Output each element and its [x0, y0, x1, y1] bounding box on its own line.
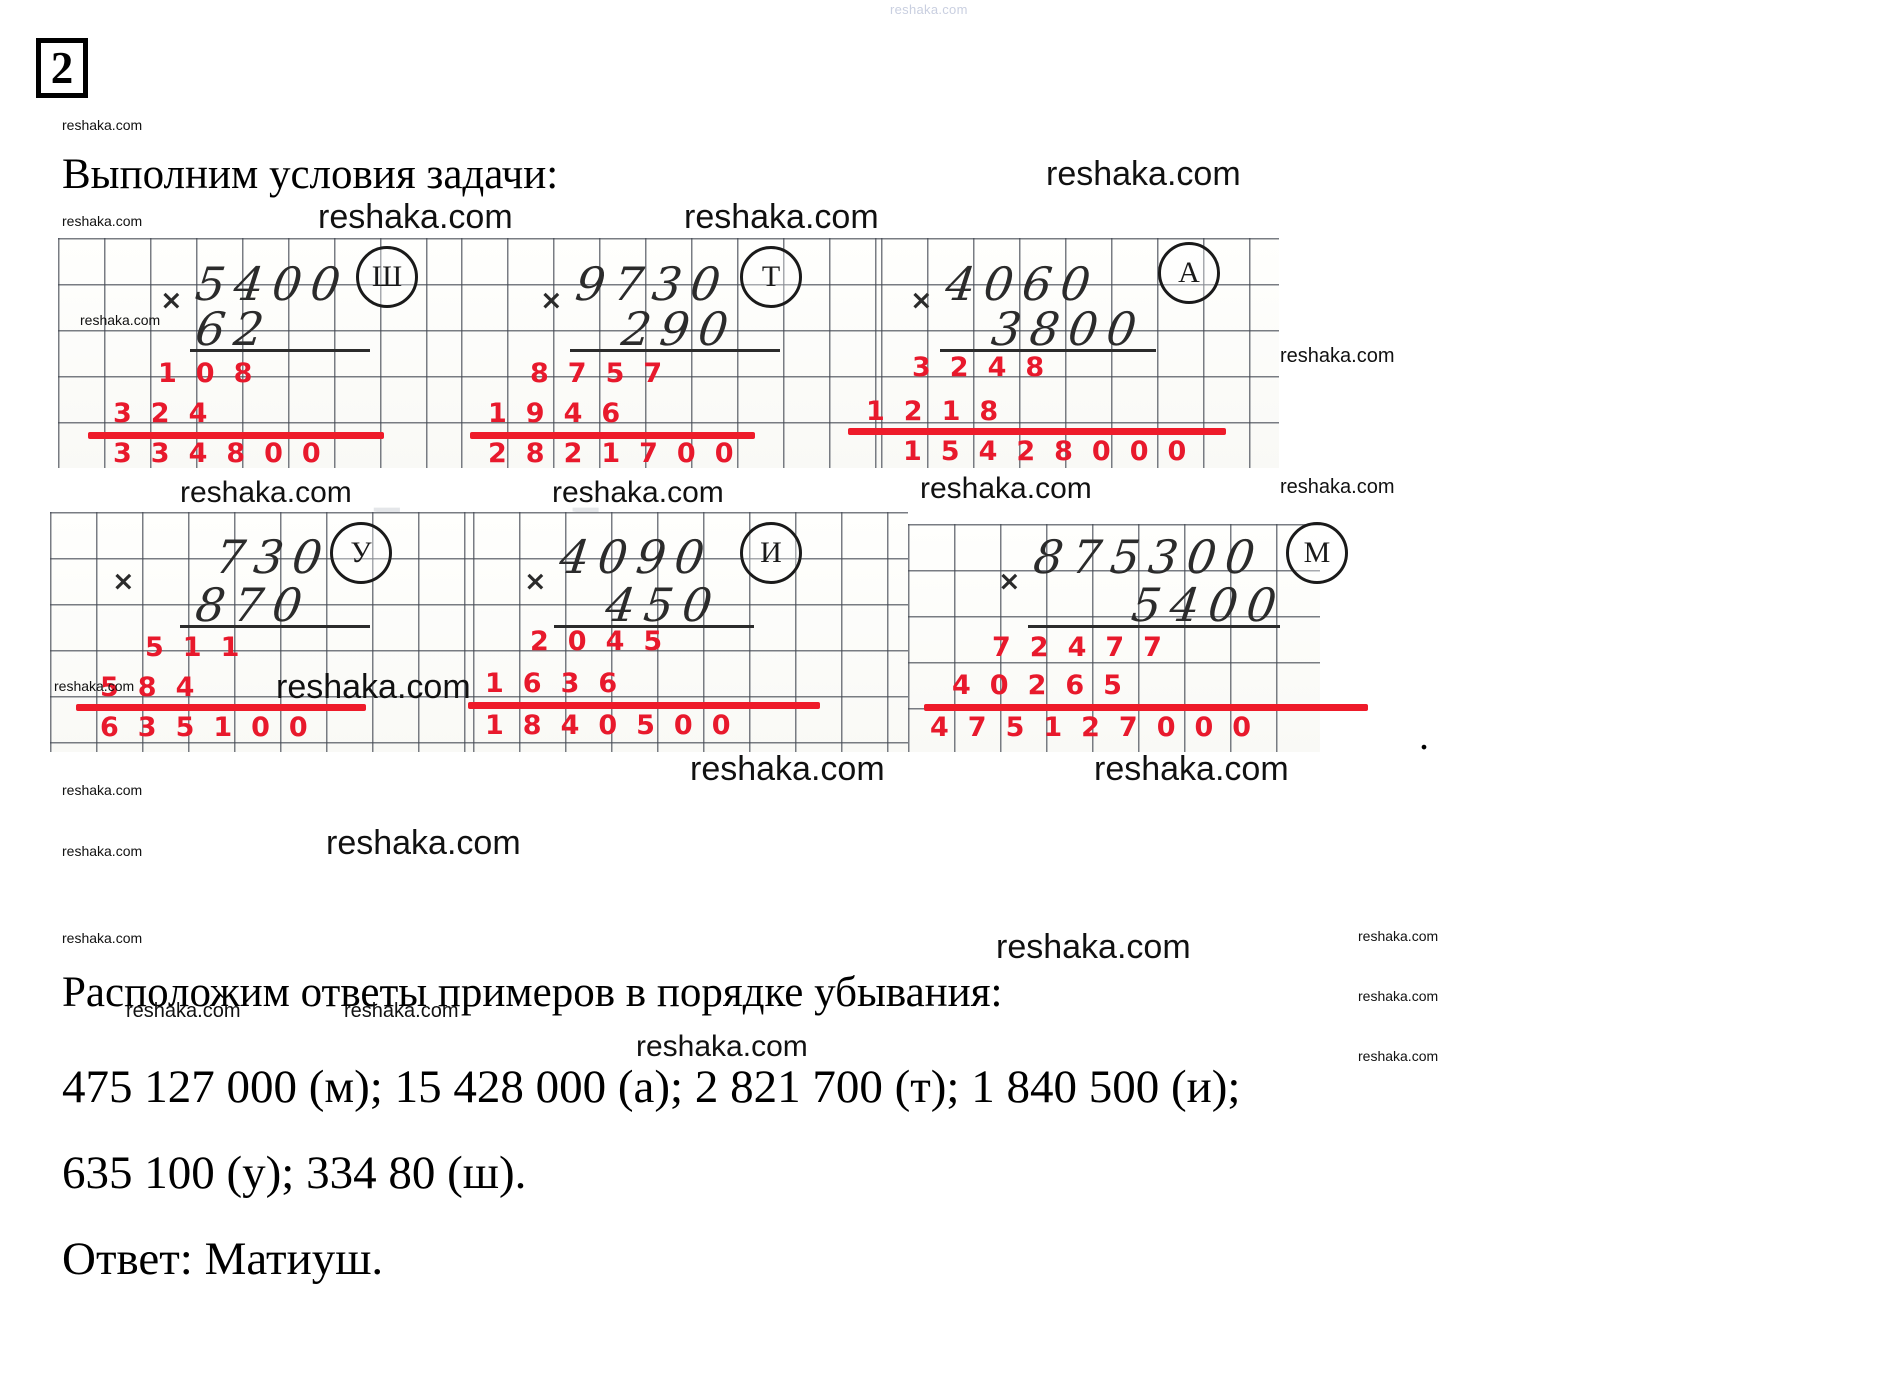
- grid-sheet-problem-u: [50, 512, 473, 752]
- partial-product-1-m: 72477: [992, 632, 1181, 663]
- watermark: reshaka.com: [1358, 988, 1439, 1004]
- red-rule-u: [76, 704, 366, 711]
- heading-conditions: Выполним условия задачи:: [62, 151, 559, 198]
- answers-line-2: 635 100 (у); 334 80 (ш).: [62, 1147, 527, 1199]
- partial-product-2-a: 1218: [866, 396, 1018, 427]
- red-rule-t: [470, 432, 755, 439]
- watermark: reshaka.com: [326, 824, 521, 862]
- pencil-rule-m: [1028, 625, 1280, 628]
- watermark: reshaka.com: [62, 843, 143, 859]
- watermark: reshaka.com: [180, 476, 352, 509]
- watermark: reshaka.com: [552, 476, 724, 509]
- grid-sheet-problem-t: [461, 238, 881, 468]
- multiplier-i: 450: [602, 578, 725, 632]
- top-watermark: reshaka.com: [890, 2, 968, 17]
- watermark: reshaka.com: [318, 198, 513, 236]
- watermark: reshaka.com: [344, 1000, 459, 1022]
- product-a: 15428000: [903, 436, 1206, 467]
- multiplier-t: 290: [618, 302, 741, 356]
- watermark: reshaka.com: [62, 213, 143, 229]
- product-u: 635100: [100, 712, 327, 743]
- partial-product-2-i: 1636: [485, 668, 637, 699]
- red-rule-a: [848, 428, 1226, 435]
- multiply-sign-t: ×: [540, 285, 563, 316]
- product-t: 2821700: [488, 438, 753, 469]
- multiplicand-u: 730: [212, 530, 335, 584]
- partial-product-2-t: 1946: [488, 398, 640, 429]
- watermark: reshaka.com: [80, 312, 161, 328]
- watermark: reshaka.com: [1358, 1048, 1439, 1064]
- watermark: reshaka.com: [126, 1000, 241, 1022]
- answers-line-1: 475 127 000 (м); 15 428 000 (а); 2 821 7…: [62, 1061, 1241, 1113]
- watermark: reshaka.com: [1358, 928, 1439, 944]
- pencil-rule-sh: [190, 349, 370, 352]
- multiplicand-i: 4090: [556, 530, 717, 584]
- watermark: reshaka.com: [1280, 476, 1395, 498]
- marker-letter-t: Т: [740, 246, 802, 308]
- pencil-rule-t: [570, 349, 780, 352]
- partial-product-2-m: 40265: [952, 670, 1141, 701]
- watermark: reshaka.com: [1280, 345, 1395, 367]
- product-i: 1840500: [485, 710, 750, 741]
- multiply-sign-i: ×: [524, 566, 547, 597]
- marker-letter-m: М: [1286, 522, 1348, 584]
- watermark: reshaka.com: [62, 930, 143, 946]
- marker-letter-i: И: [740, 522, 802, 584]
- pencil-rule-i: [554, 625, 754, 628]
- partial-product-2-sh: 324: [113, 398, 227, 429]
- partial-product-1-t: 8757: [530, 358, 682, 389]
- red-rule-sh: [88, 432, 384, 439]
- multiplicand-m: 875300: [1030, 530, 1267, 584]
- multiply-sign-sh: ×: [160, 285, 183, 316]
- multiplier-sh: 62: [192, 302, 276, 356]
- multiply-sign-u: ×: [112, 566, 135, 597]
- partial-product-2-u: 584: [100, 672, 214, 703]
- multiplier-u: 870: [192, 578, 315, 632]
- red-rule-i: [468, 702, 820, 709]
- answer-final: Ответ: Матиуш.: [62, 1233, 384, 1285]
- heading-descending-order: Расположим ответы примеров в порядке убы…: [62, 969, 1003, 1016]
- watermark: reshaka.com: [1046, 155, 1241, 193]
- exercise-number-box: 2: [36, 38, 88, 98]
- watermark: reshaka.com: [920, 472, 1092, 505]
- watermark: reshaka.com: [690, 750, 885, 788]
- product-m: 475127000: [930, 712, 1271, 743]
- grid-sheet-problem-m: [908, 524, 1320, 752]
- watermark: reshaka.com: [1094, 750, 1289, 788]
- trailing-period: .: [1419, 713, 1429, 758]
- partial-product-1-sh: 108: [158, 358, 272, 389]
- grid-sheet-problem-i: [473, 512, 908, 752]
- watermark: reshaka.com: [62, 117, 143, 133]
- product-sh: 334800: [113, 438, 340, 469]
- watermark: reshaka.com: [54, 678, 135, 694]
- partial-product-1-a: 3248: [912, 352, 1064, 383]
- multiply-sign-m: ×: [998, 566, 1021, 597]
- pencil-rule-a: [940, 349, 1156, 352]
- partial-product-1-i: 2045: [530, 626, 682, 657]
- multiplier-m: 5400: [1128, 578, 1289, 632]
- marker-letter-u: У: [330, 522, 392, 584]
- watermark: reshaka.com: [276, 668, 471, 706]
- multiplier-a: 3800: [988, 302, 1149, 356]
- watermark: reshaka.com: [636, 1030, 808, 1063]
- marker-letter-a: А: [1158, 242, 1220, 304]
- watermark: reshaka.com: [996, 928, 1191, 966]
- marker-letter-sh: Ш: [356, 246, 418, 308]
- watermark: reshaka.com: [684, 198, 879, 236]
- red-rule-m: [924, 704, 1368, 711]
- partial-product-1-u: 511: [145, 632, 259, 663]
- multiply-sign-a: ×: [910, 285, 933, 316]
- pencil-rule-u: [180, 625, 370, 628]
- watermark: reshaka.com: [62, 782, 143, 798]
